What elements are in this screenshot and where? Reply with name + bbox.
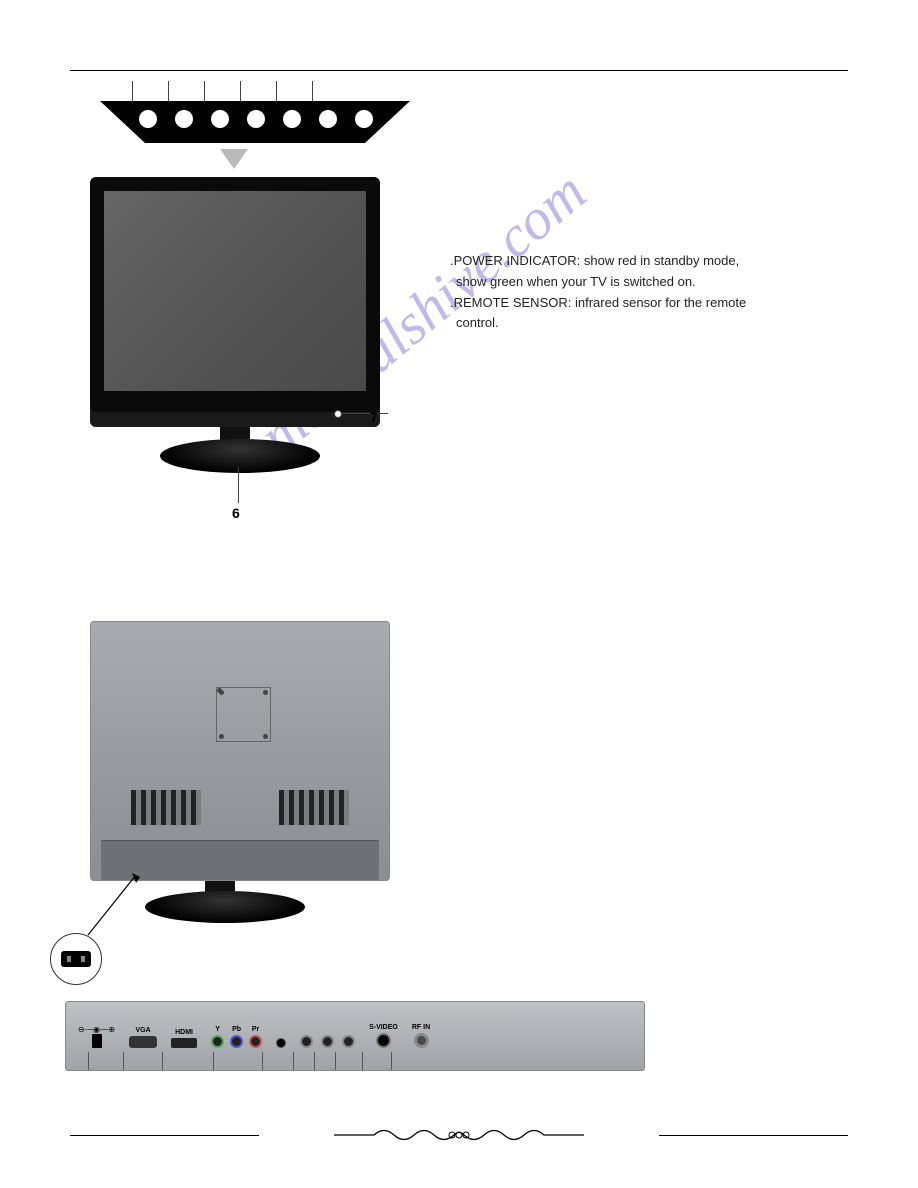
callout-7: 7: [370, 409, 378, 425]
remote-sensor-label: .REMOTE SENSOR:: [450, 295, 571, 310]
tv-back-view: [90, 621, 390, 881]
ypbpr-ports: Y Pb Pr: [211, 1026, 262, 1048]
ac-socket-detail: [50, 933, 102, 985]
power-indicator-text2: show green when your TV is switched on.: [450, 272, 830, 293]
svideo-port: S-VIDEO: [369, 1024, 398, 1048]
av-ports: [300, 1026, 355, 1048]
remote-sensor-text2: control.: [450, 313, 830, 334]
hdmi-port: HDMI: [171, 1029, 197, 1048]
front-diagram: 7 6 .POWER INDICATOR: show red in standb…: [70, 81, 848, 611]
remote-sensor-text1: infrared sensor for the remote: [571, 295, 746, 310]
rf-in-port: RF IN: [412, 1024, 430, 1048]
power-indicator-text1: show red in standby mode,: [580, 253, 739, 268]
scroll-ornament-icon: [329, 1124, 589, 1146]
tv-front-view: 7 6: [90, 177, 410, 517]
audio-jack: [276, 1029, 286, 1048]
top-rule: [70, 70, 848, 71]
footer-separator: [70, 1124, 848, 1146]
dc-in-port: ⊖-─◉-─⊕: [78, 1025, 115, 1048]
vga-port: VGA: [129, 1027, 157, 1048]
arrow-down-icon: [220, 149, 248, 169]
rear-port-panel: ⊖-─◉-─⊕ VGA HDMI Y Pb Pr: [65, 1001, 645, 1071]
power-indicator-label: .POWER INDICATOR:: [450, 253, 580, 268]
callout-6: 6: [232, 505, 240, 521]
top-button-panel: [90, 81, 420, 151]
description-block: .POWER INDICATOR: show red in standby mo…: [450, 251, 830, 334]
back-diagram: [70, 621, 848, 981]
